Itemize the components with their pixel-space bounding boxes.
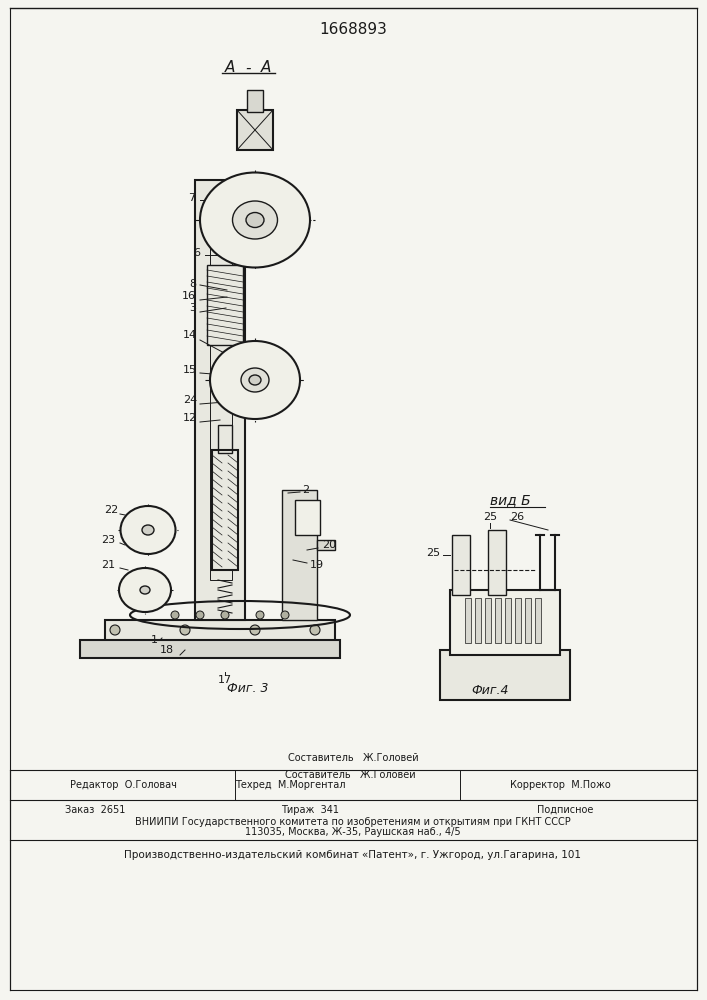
- Bar: [195, 180, 245, 620]
- Bar: [495, 598, 501, 643]
- Circle shape: [221, 611, 229, 619]
- Text: 2: 2: [302, 485, 309, 495]
- Text: вид Б: вид Б: [490, 493, 530, 507]
- Text: Техред  М.Моргентал: Техред М.Моргентал: [235, 780, 345, 790]
- Text: 3: 3: [189, 303, 196, 313]
- Text: Производственно-издательский комбинат «Патент», г. Ужгород, ул.Гагарина, 101: Производственно-издательский комбинат «П…: [124, 850, 581, 860]
- Ellipse shape: [210, 341, 300, 419]
- Text: 19: 19: [310, 560, 324, 570]
- Text: 24: 24: [182, 395, 197, 405]
- Text: 22: 22: [104, 505, 118, 515]
- Text: Корректор  М.Пожо: Корректор М.Пожо: [510, 780, 610, 790]
- Ellipse shape: [241, 368, 269, 392]
- Bar: [105, 620, 335, 645]
- Bar: [218, 425, 232, 453]
- Bar: [488, 530, 506, 595]
- Ellipse shape: [120, 506, 175, 554]
- Circle shape: [180, 625, 190, 635]
- Bar: [515, 598, 521, 643]
- Text: 1668893: 1668893: [319, 22, 387, 37]
- Text: 17: 17: [218, 675, 232, 685]
- Text: 16: 16: [182, 291, 196, 301]
- Text: Составитель   Ж.Головей: Составитель Ж.Головей: [285, 770, 415, 780]
- Text: 25: 25: [483, 512, 497, 522]
- Bar: [210, 200, 232, 580]
- Text: ВНИИПИ Государственного комитета по изобретениям и открытиям при ГКНТ СССР: ВНИИПИ Государственного комитета по изоб…: [135, 817, 571, 827]
- Bar: [465, 598, 471, 643]
- Text: 14: 14: [183, 330, 197, 340]
- Ellipse shape: [200, 172, 310, 267]
- Ellipse shape: [249, 375, 261, 385]
- Bar: [535, 598, 541, 643]
- Circle shape: [310, 625, 320, 635]
- Text: Подписное: Подписное: [537, 805, 593, 815]
- Text: 7: 7: [188, 193, 195, 203]
- Bar: [450, 590, 560, 655]
- Bar: [505, 598, 511, 643]
- Bar: [525, 598, 531, 643]
- Text: 20: 20: [322, 540, 336, 550]
- Text: Тираж  341: Тираж 341: [281, 805, 339, 815]
- Bar: [475, 598, 481, 643]
- Text: Фиг.4: Фиг.4: [472, 684, 509, 696]
- Text: 113035, Москва, Ж-35, Раушская наб., 4/5: 113035, Москва, Ж-35, Раушская наб., 4/5: [245, 827, 461, 837]
- Bar: [317, 540, 335, 550]
- Bar: [237, 110, 273, 150]
- Ellipse shape: [140, 586, 150, 594]
- Bar: [247, 90, 263, 112]
- Ellipse shape: [233, 201, 278, 239]
- Bar: [80, 640, 340, 658]
- Bar: [282, 490, 317, 620]
- Text: Составитель   Ж.Головей: Составитель Ж.Головей: [288, 753, 419, 763]
- Circle shape: [196, 611, 204, 619]
- Text: 6: 6: [193, 248, 200, 258]
- Ellipse shape: [119, 568, 171, 612]
- Bar: [212, 450, 238, 570]
- Bar: [440, 650, 570, 700]
- Circle shape: [171, 611, 179, 619]
- Text: A: A: [261, 60, 271, 76]
- Text: 18: 18: [160, 645, 174, 655]
- Text: 23: 23: [101, 535, 115, 545]
- Ellipse shape: [246, 213, 264, 228]
- Circle shape: [281, 611, 289, 619]
- Circle shape: [110, 625, 120, 635]
- Text: Фиг. 3: Фиг. 3: [227, 682, 269, 694]
- Text: 15: 15: [183, 365, 197, 375]
- Circle shape: [250, 625, 260, 635]
- Text: 21: 21: [101, 560, 115, 570]
- Text: 8: 8: [189, 279, 196, 289]
- Bar: [452, 535, 470, 595]
- Text: 26: 26: [510, 512, 524, 522]
- Text: Заказ  2651: Заказ 2651: [65, 805, 125, 815]
- Ellipse shape: [142, 525, 154, 535]
- Text: Редактор  О.Головач: Редактор О.Головач: [70, 780, 177, 790]
- Bar: [295, 500, 320, 535]
- Circle shape: [256, 611, 264, 619]
- Text: -: -: [245, 60, 251, 76]
- Text: 1: 1: [151, 635, 158, 645]
- Bar: [207, 265, 243, 345]
- Bar: [485, 598, 491, 643]
- Text: A: A: [225, 60, 235, 76]
- Text: 25: 25: [426, 548, 440, 558]
- Text: 12: 12: [183, 413, 197, 423]
